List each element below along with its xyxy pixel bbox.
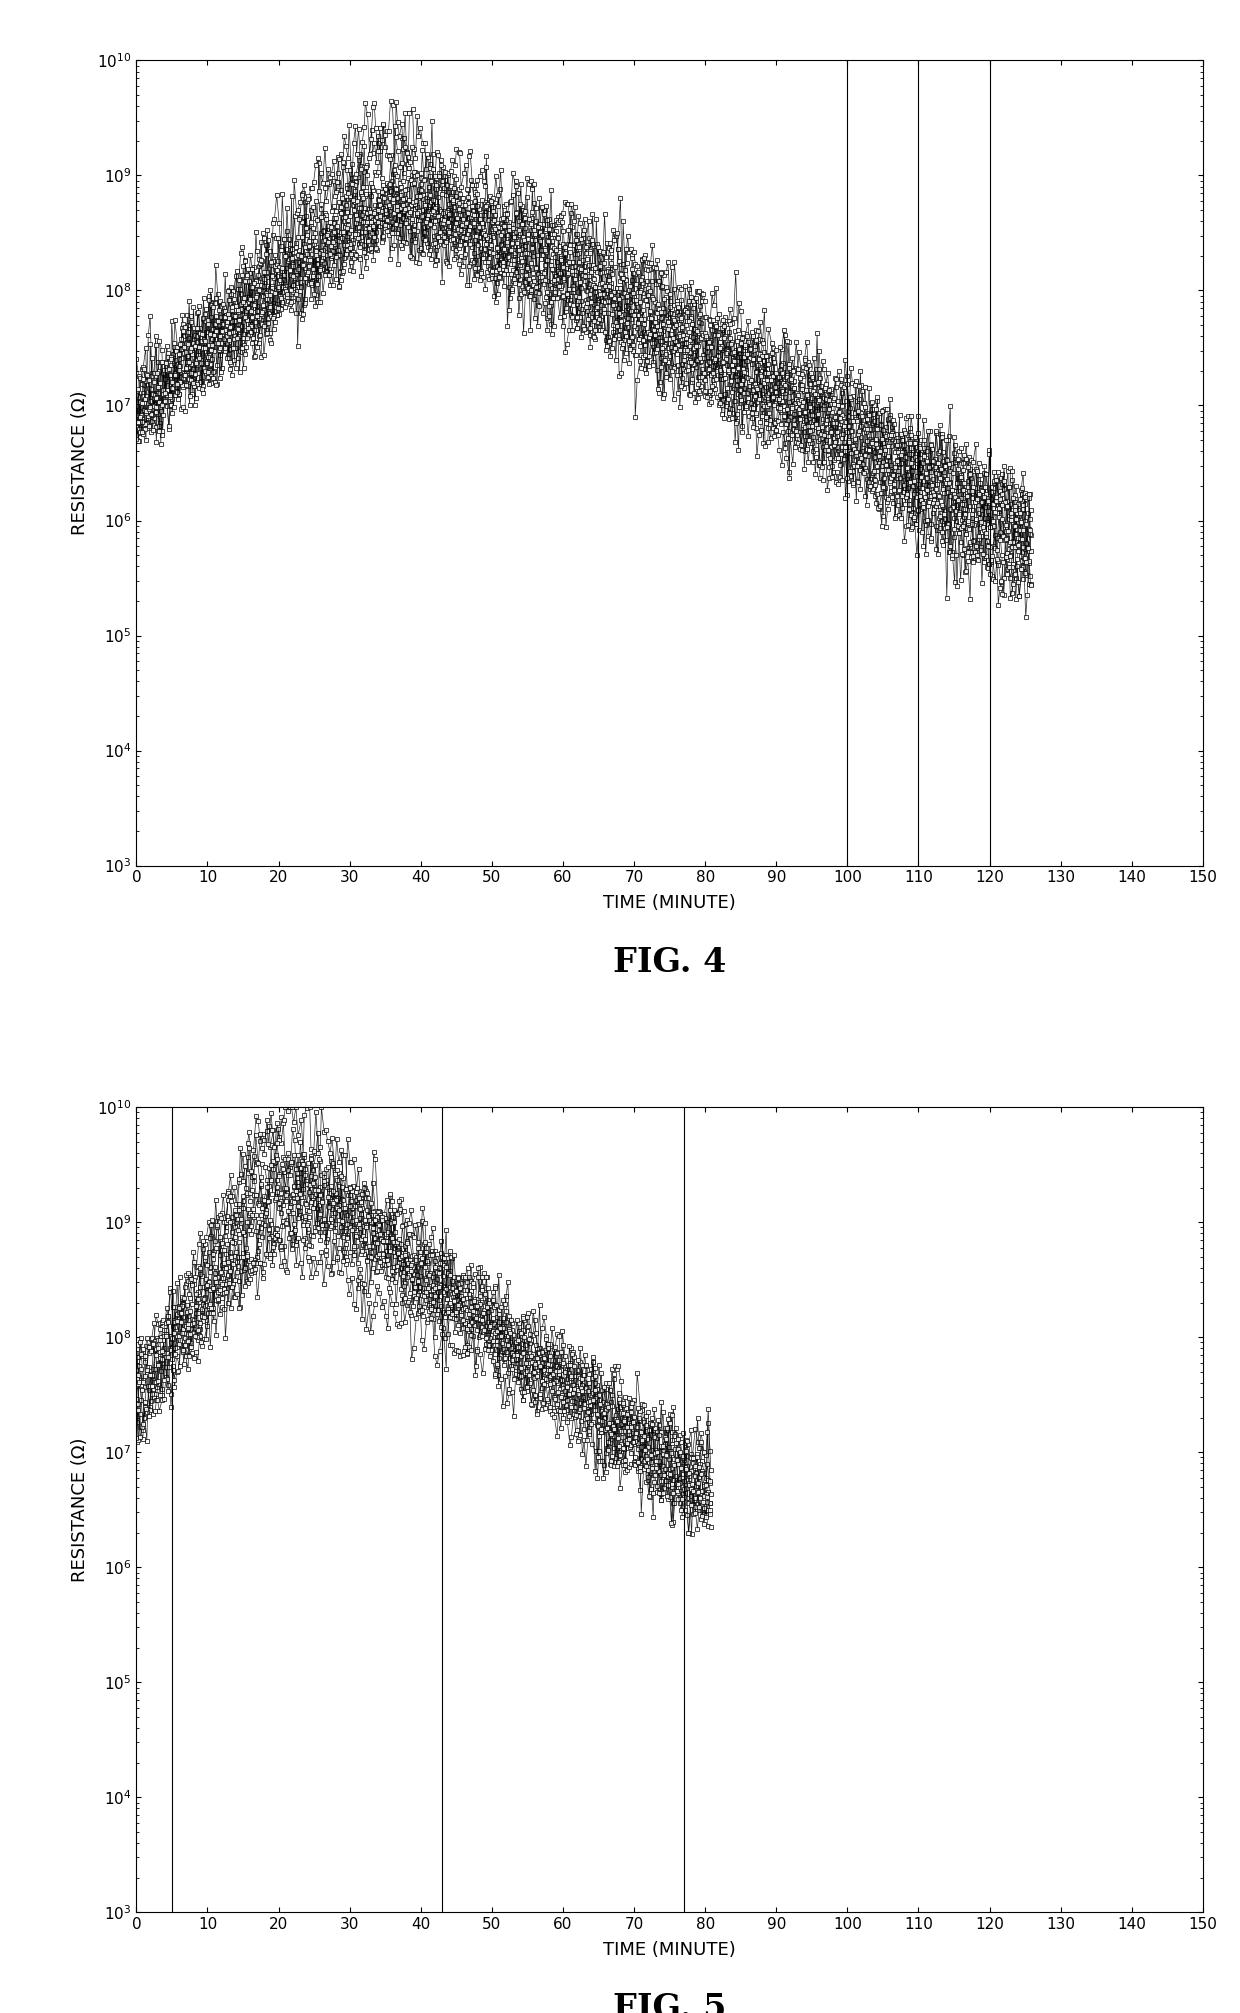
Y-axis label: RESISTANCE (Ω): RESISTANCE (Ω) bbox=[71, 1437, 89, 1582]
X-axis label: TIME (MINUTE): TIME (MINUTE) bbox=[603, 894, 737, 912]
Text: FIG. 4: FIG. 4 bbox=[613, 946, 727, 978]
Y-axis label: RESISTANCE (Ω): RESISTANCE (Ω) bbox=[71, 391, 89, 535]
Text: FIG. 5: FIG. 5 bbox=[613, 1993, 727, 2013]
X-axis label: TIME (MINUTE): TIME (MINUTE) bbox=[603, 1941, 737, 1959]
